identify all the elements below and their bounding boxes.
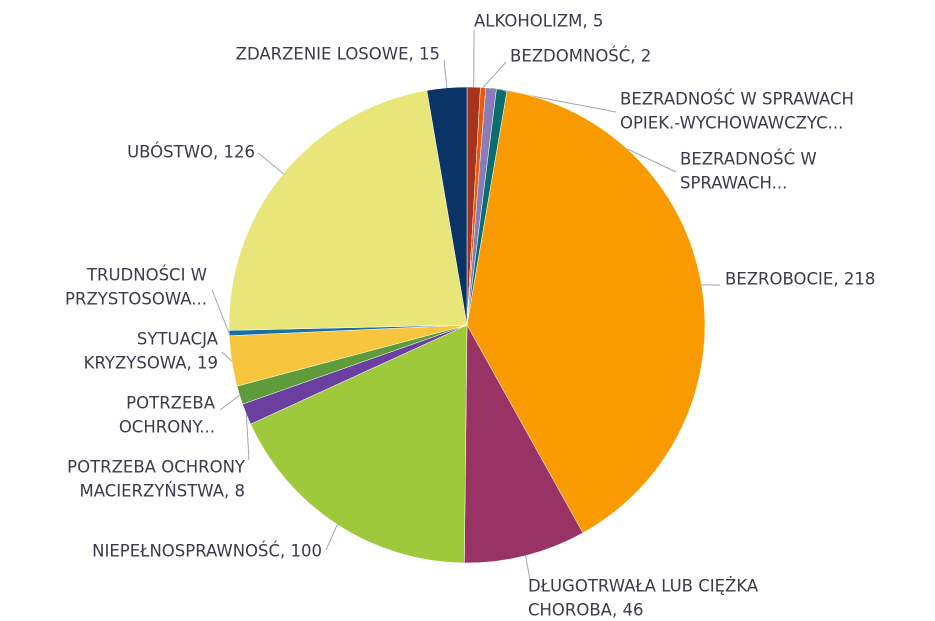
slice-label: OPIEK.-WYCHOWAWCZYC...	[620, 114, 843, 133]
leader-line	[482, 61, 507, 88]
leader-line	[219, 394, 240, 411]
slice-label: MACIERZYŃSTWA, 8	[80, 482, 245, 501]
slice-label: BEZDOMNOŚĆ, 2	[510, 47, 651, 66]
slice-label: NIEPEŁNOSPRAWNOŚĆ, 100	[92, 542, 322, 561]
leader-line	[443, 59, 448, 88]
slice-label: CHOROBA, 46	[528, 601, 643, 620]
slice-label: KRYZYSOWA, 19	[84, 354, 218, 373]
slice-label: UBÓSTWO, 126	[127, 143, 255, 162]
slice-label: SYTUACJA	[137, 330, 219, 349]
leader-line	[221, 351, 233, 362]
leader-line	[257, 152, 284, 175]
pie-slice	[228, 90, 468, 331]
slice-label: ALKOHOLIZM, 5	[474, 12, 603, 31]
leader-line	[525, 555, 531, 581]
leader-line	[325, 524, 338, 551]
slice-label: BEZRADNOŚĆ W	[680, 150, 817, 169]
slice-label: SPRAWACH...	[680, 174, 787, 193]
slice-label: TRUDNOŚCI W	[86, 266, 207, 285]
slice-label: OCHRONY...	[119, 418, 215, 437]
leader-line	[211, 289, 230, 334]
slice-label: PRZYSTOSOWA...	[65, 290, 207, 309]
slice-label: BEZROBOCIE, 218	[725, 270, 875, 289]
slice-label: POTRZEBA OCHRONY	[67, 458, 246, 477]
leader-line	[245, 414, 250, 461]
slice-label: BEZRADNOŚĆ W SPRAWACH	[620, 90, 854, 109]
pie-slice	[250, 324, 468, 564]
slice-label: ZDARZENIE LOSOWE, 15	[236, 45, 440, 64]
slice-label: DŁUGOTRWAŁA LUB CIĘŻKA	[528, 577, 759, 596]
slice-label: POTRZEBA	[126, 394, 216, 413]
